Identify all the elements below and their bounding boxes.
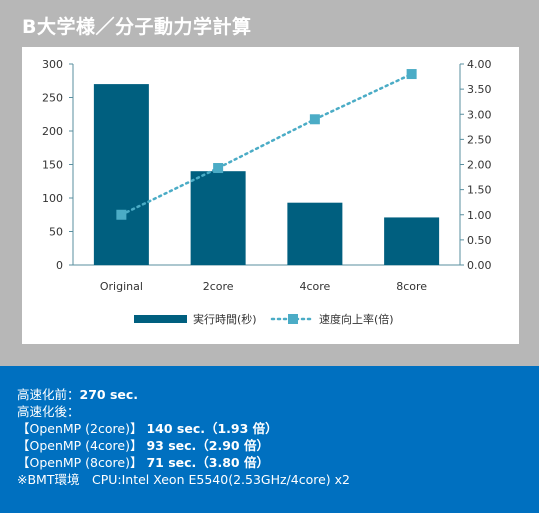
x-tick-label: 2core (203, 280, 234, 293)
result-value: 93 sec.（2.90 倍） (146, 438, 269, 453)
y-tick-label: 200 (42, 125, 63, 138)
before-value: 270 sec. (79, 387, 139, 402)
speedup-point (213, 163, 224, 174)
result-4core: 【OpenMP (4core)】 93 sec.（2.90 倍） (17, 437, 269, 454)
result-label: 【OpenMP (2core)】 (17, 421, 143, 436)
legend-swatch-marker (288, 314, 298, 324)
result-label: 【OpenMP (4core)】 (17, 438, 143, 453)
result-label: 【OpenMP (8core)】 (17, 455, 143, 470)
environment-note: ※BMT環境 CPU:Intel Xeon E5540(2.53GHz/4cor… (17, 472, 350, 487)
legend-label-bar: 実行時間(秒) (193, 312, 257, 326)
before-line: 高速化前：270 sec. (17, 386, 138, 403)
bar (93, 84, 149, 265)
bar (190, 171, 246, 265)
x-tick-label: 8core (396, 280, 427, 293)
speedup-point (406, 69, 417, 80)
bar (384, 217, 440, 265)
y2-tick-label: 4.00 (467, 58, 492, 71)
y2-tick-label: 2.00 (467, 159, 492, 172)
after-label: 高速化後： (17, 404, 80, 419)
y-tick-label: 150 (42, 159, 63, 172)
x-tick-label: Original (100, 280, 143, 293)
y-tick-label: 100 (42, 192, 63, 205)
legend-label-line: 速度向上率(倍) (319, 312, 394, 326)
bar (287, 202, 343, 265)
before-label: 高速化前： (17, 387, 80, 402)
y2-tick-label: 2.50 (467, 133, 492, 146)
y2-tick-label: 3.00 (467, 108, 492, 121)
speedup-line (120, 72, 413, 216)
result-value: 140 sec.（1.93 倍） (146, 421, 278, 436)
x-tick-label: 4core (299, 280, 330, 293)
result-8core: 【OpenMP (8core)】 71 sec.（3.80 倍） (17, 454, 269, 471)
y-tick-label: 0 (56, 259, 63, 272)
y-tick-label: 250 (42, 92, 63, 105)
y2-tick-label: 0.50 (467, 234, 492, 247)
y2-tick-label: 1.00 (467, 209, 492, 222)
result-2core: 【OpenMP (2core)】 140 sec.（1.93 倍） (17, 420, 278, 437)
y-tick-label: 50 (49, 226, 63, 239)
speedup-point (116, 209, 127, 220)
legend-swatch-bar (134, 315, 187, 323)
combo-chart: 0 50 100 150 200 250 300 0.00 0.50 1.00 1.50 2.00 2.… (42, 58, 492, 326)
y2-tick-label: 1.50 (467, 184, 492, 197)
y2-tick-label: 0.00 (467, 259, 492, 272)
results-panel: 高速化前：270 sec. 高速化後： 【OpenMP (2core)】 140… (0, 366, 539, 513)
page-title: B大学様／分子動力学計算 (22, 16, 252, 38)
result-value: 71 sec.（3.80 倍） (146, 455, 269, 470)
y-tick-label: 300 (42, 58, 63, 71)
y2-tick-label: 3.50 (467, 83, 492, 96)
speedup-point (309, 114, 320, 125)
chart-panel: 0 50 100 150 200 250 300 0.00 0.50 1.00 1.50 2.00 2.… (22, 47, 519, 344)
